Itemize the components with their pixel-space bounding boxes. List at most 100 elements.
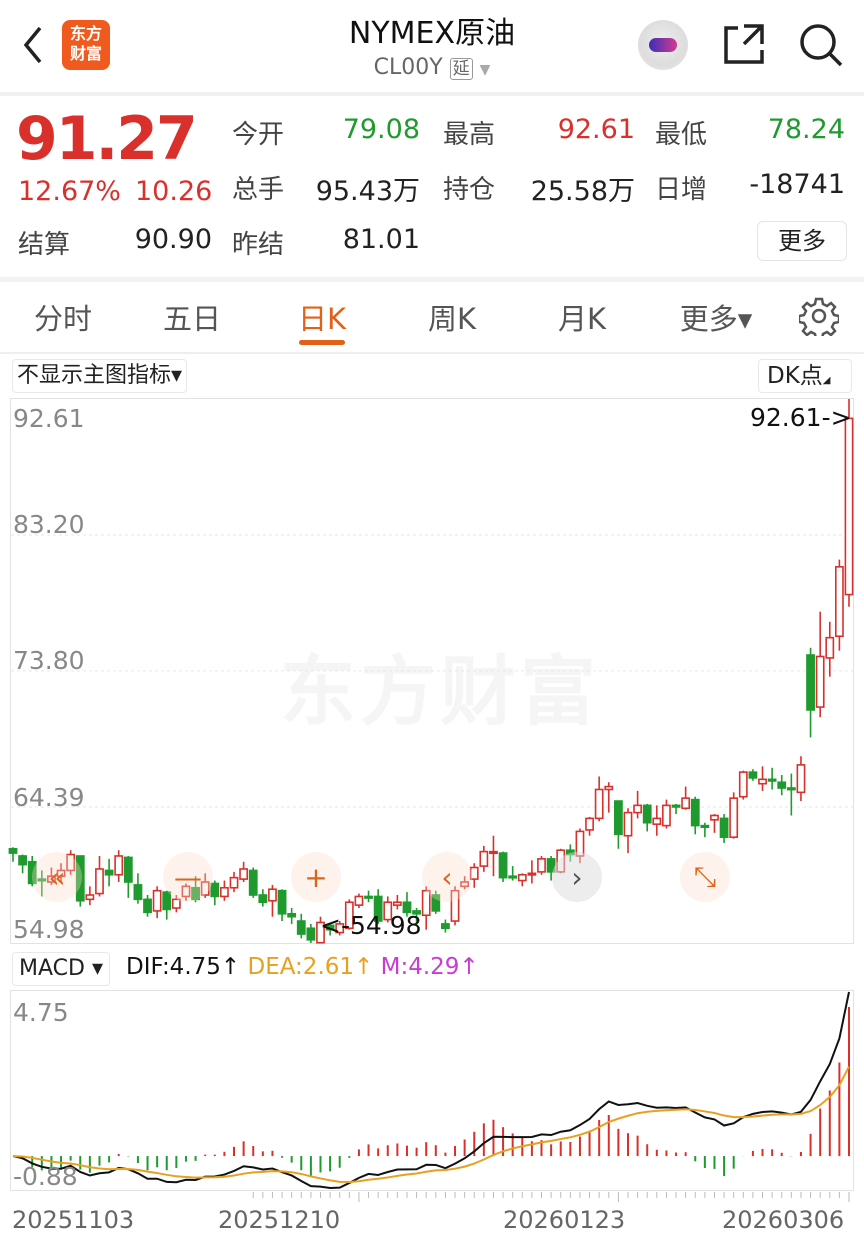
dk-point-button[interactable]: DK点◢ <box>758 359 852 393</box>
candle-body <box>239 868 249 880</box>
zoom-out-button[interactable]: — <box>163 852 213 902</box>
back-icon[interactable] <box>18 22 48 68</box>
delay-badge: 延 <box>449 58 473 80</box>
dif-line <box>12 991 850 1190</box>
candle-body <box>383 901 393 921</box>
candle-body <box>421 889 431 917</box>
candle-body <box>364 895 373 899</box>
candle-body <box>344 901 354 930</box>
corner-triangle-icon: ◢ <box>822 375 831 386</box>
candle-body <box>296 920 306 935</box>
candle-body <box>825 636 835 659</box>
candle-body <box>806 654 815 711</box>
candle-body <box>306 927 316 941</box>
scroll-left-button[interactable]: ‹ <box>422 852 472 902</box>
axis-label: 73.80 <box>13 646 85 675</box>
candle-body <box>710 814 719 821</box>
candle-body <box>738 771 748 798</box>
candle-body <box>479 850 489 867</box>
candle-body <box>412 910 421 915</box>
candle-body <box>162 891 172 911</box>
candle-body <box>335 923 345 934</box>
candle-body <box>508 875 518 879</box>
tab-weekly-k[interactable]: 周K <box>427 302 477 336</box>
instrument-code-selector[interactable]: CL00Y 延 ▼ <box>0 54 864 80</box>
tab-daily-k[interactable]: 日K <box>297 302 347 336</box>
axis-label: 64.39 <box>13 783 85 812</box>
quote-field-label: 最低 <box>655 120 708 150</box>
candle-body <box>37 878 47 882</box>
robot-avatar[interactable] <box>638 20 688 70</box>
candle-body <box>844 417 854 596</box>
macd-chart[interactable] <box>10 990 854 1191</box>
change-percent: 12.67% <box>18 176 121 207</box>
candle-body <box>498 852 508 879</box>
main-indicator-select[interactable]: 不显示主图指标▾ <box>12 359 188 393</box>
search-icon[interactable] <box>798 22 844 72</box>
candle-body <box>229 876 239 889</box>
scroll-right-button[interactable]: › <box>552 852 602 902</box>
last-price: 91.27 <box>16 104 198 174</box>
share-icon[interactable] <box>722 22 766 70</box>
axis-label: 92.61 <box>13 404 85 433</box>
candle-body <box>316 921 325 944</box>
tab-more[interactable]: 更多▾ <box>679 302 753 336</box>
candle-body <box>95 868 104 895</box>
dea-line <box>12 1066 850 1184</box>
candle-body <box>181 885 191 898</box>
candle-body <box>431 894 441 912</box>
candle-body <box>220 886 229 898</box>
tab-monthly-k[interactable]: 月K <box>557 302 607 336</box>
more-button[interactable]: 更多 <box>757 221 847 261</box>
candle-body <box>248 869 258 896</box>
candle-body <box>815 655 825 708</box>
candle-body <box>729 797 739 838</box>
settle-label: 结算 <box>18 230 71 260</box>
macd-axis-bottom: -0.88 <box>13 1162 78 1191</box>
quote-field-label: 昨结 <box>232 230 285 260</box>
candle-body <box>537 858 546 873</box>
zoom-in-button[interactable]: + <box>291 852 341 902</box>
low-marker: <-54.98 <box>320 911 422 940</box>
tab-intraday[interactable]: 分时 <box>33 302 93 336</box>
candle-body <box>604 785 614 791</box>
candle-body <box>671 804 681 808</box>
scroll-left-fast-button[interactable]: « <box>32 852 82 902</box>
quote-field-label: 日增 <box>655 175 708 205</box>
active-tab-indicator <box>299 340 345 345</box>
quote-field-label: 最高 <box>443 120 496 150</box>
fullscreen-button[interactable]: ⤡ <box>680 852 730 902</box>
candle-body <box>681 797 691 810</box>
macd-selector[interactable]: MACD ▾ <box>12 952 110 986</box>
candle-body <box>171 898 181 909</box>
candle-body <box>373 895 383 922</box>
candle-body <box>268 888 277 902</box>
quote-field-value: 81.01 <box>342 224 420 255</box>
kline-chart[interactable] <box>10 398 854 944</box>
candle-body <box>18 855 28 866</box>
candle-body <box>66 853 76 872</box>
candle-body <box>441 923 450 930</box>
candle-body <box>777 781 787 789</box>
chevron-down-icon: ▼ <box>479 62 491 78</box>
candle-body <box>719 817 729 838</box>
candle-body <box>613 800 623 836</box>
m-value: M:4.29↑ <box>380 954 479 980</box>
settle-value: 90.90 <box>134 224 212 255</box>
candle-body <box>517 873 527 882</box>
candle-body <box>460 881 470 888</box>
quote-field-value: 78.24 <box>767 114 845 145</box>
dk-point-label: DK点 <box>767 363 823 389</box>
candle-body <box>354 895 364 906</box>
date-label: 20260123 <box>503 1206 626 1234</box>
candle-body <box>527 872 537 876</box>
change-value: 10.26 <box>135 176 213 207</box>
divider <box>0 352 864 354</box>
candle-body <box>27 860 37 885</box>
tab-five-day[interactable]: 五日 <box>162 302 222 336</box>
gear-icon[interactable] <box>797 296 841 341</box>
candle-body <box>690 798 700 827</box>
date-label: 20260306 <box>722 1206 845 1234</box>
candle-body <box>402 901 412 914</box>
